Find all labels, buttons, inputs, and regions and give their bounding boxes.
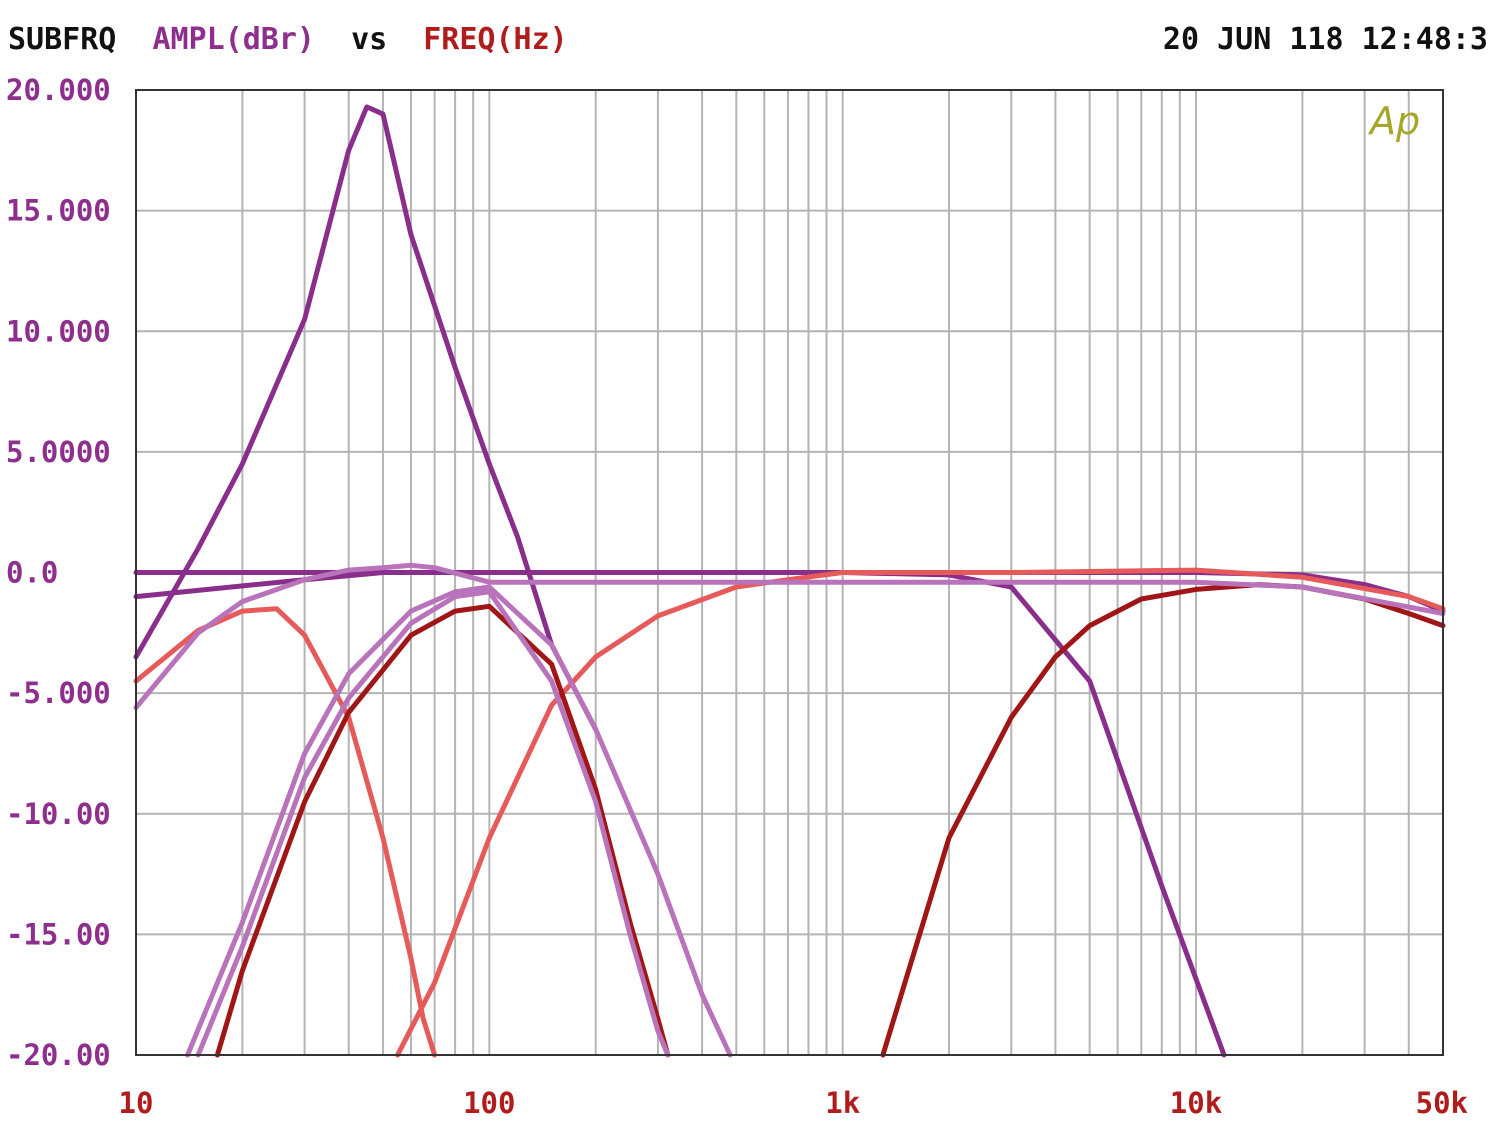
- chart-series-group: [133, 104, 1446, 1058]
- y-tick-label: -5.000: [6, 676, 111, 710]
- series-line-6: [214, 603, 671, 1058]
- plot-frame: [135, 89, 1444, 1056]
- y-tick-label: 20.000: [6, 73, 111, 107]
- y-axis-quantity-label: AMPL(dBr): [152, 22, 315, 57]
- x-tick-label: 1k: [825, 1086, 860, 1120]
- x-tick-label: 10: [119, 1086, 154, 1120]
- series-line-9: [185, 584, 733, 1058]
- series-line-1: [133, 104, 599, 732]
- y-tick-label: -15.00: [6, 917, 111, 951]
- y-tick-label: 0.0: [6, 556, 58, 590]
- x-tick-label: 50k: [1416, 1086, 1468, 1120]
- timestamp: 20 JUN 118 12:48:3: [1163, 22, 1488, 57]
- x-tick-label: 10k: [1170, 1086, 1222, 1120]
- chart-header: SUBFRQ AMPL(dBr) vs FREQ(Hz) 20 JUN 118 …: [8, 22, 1488, 57]
- y-tick-label: -10.00: [6, 797, 111, 831]
- y-tick-label: 5.0000: [6, 435, 111, 469]
- x-tick-label: 100: [463, 1086, 515, 1120]
- svg-text:SUBFRQ AMPL(dBr) v: SUBFRQ AMPL(dBr) vs FREQ(Hz): [8, 22, 568, 57]
- series-line-10: [195, 589, 671, 1058]
- y-tick-label: 15.000: [6, 194, 111, 228]
- y-tick-label: 10.000: [6, 314, 111, 348]
- y-tick-label: -20.00: [6, 1038, 111, 1072]
- x-axis-quantity-label: FREQ(Hz): [423, 22, 568, 57]
- y-tick-labels: 20.000 15.000 10.000 5.0000 0.0 -5.000 -10.00 -…: [6, 73, 111, 1072]
- ap-logo: Ap: [1367, 99, 1420, 143]
- series-line-4: [133, 606, 438, 1058]
- series-line-8: [133, 562, 1446, 711]
- x-tick-labels: 10 100 1k 10k 50k: [119, 1086, 1468, 1120]
- header-left-label: SUBFRQ: [8, 22, 116, 57]
- vs-label: vs: [351, 22, 387, 57]
